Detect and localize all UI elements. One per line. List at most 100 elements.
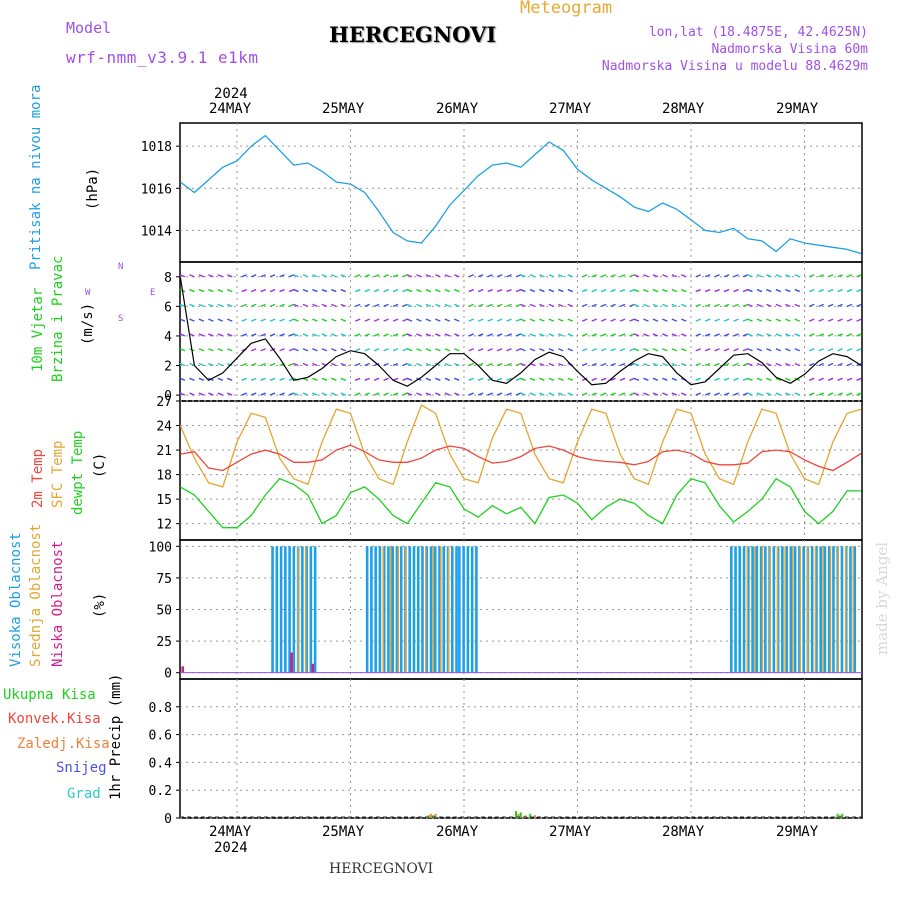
- wind-arrow: [406, 318, 413, 322]
- wind-arrow: [435, 362, 441, 367]
- wind-arrow: [591, 318, 597, 322]
- wind-arrow: [633, 303, 640, 308]
- wind-arrow: [733, 392, 739, 396]
- wind-arrow: [435, 348, 441, 352]
- wind-arrow: [714, 274, 720, 278]
- wind-arrow: [629, 348, 635, 352]
- wind-arrow: [581, 333, 588, 337]
- wind-arrow: [733, 333, 739, 337]
- wind-arrow: [856, 288, 862, 293]
- cloud-bar-mid: [447, 546, 450, 673]
- wind-arrow: [775, 392, 782, 396]
- wind-arrow: [558, 288, 564, 293]
- wind-ytick-label: 4: [164, 330, 172, 345]
- wind-arrow: [600, 333, 607, 337]
- wind-arrow: [250, 333, 257, 337]
- wind-arrow: [340, 377, 347, 381]
- wind-arrow: [846, 362, 853, 367]
- bottom-day-label-3: 27MAY: [549, 824, 592, 840]
- wind-arrow: [733, 362, 739, 367]
- precip-ytick-label: 0.6: [149, 729, 172, 744]
- wind-arrow: [293, 274, 299, 278]
- wind-arrow: [250, 318, 257, 322]
- wind-arrow: [250, 288, 257, 293]
- wind-arrow: [269, 348, 276, 352]
- cloud-bar-mid: [424, 546, 427, 673]
- wind-arrow: [487, 274, 493, 278]
- wind-arrow: [321, 392, 328, 396]
- wind-arrow: [260, 303, 266, 308]
- wind-arrow: [600, 362, 607, 367]
- wind-arrow: [260, 274, 266, 278]
- cloud-ytick-label: 0: [164, 667, 172, 682]
- wind-arrow: [293, 318, 299, 322]
- wind-arrow: [392, 303, 399, 308]
- model-name: wrf-nmm_v3.9.1 e1km: [66, 48, 259, 67]
- wind-arrow: [383, 333, 389, 337]
- wind-arrow: [591, 392, 597, 396]
- wind-arrow: [846, 348, 853, 352]
- wind-arrow: [766, 333, 772, 337]
- wind-arrow: [723, 288, 730, 293]
- wind-arrow: [406, 303, 413, 308]
- wind-arrow: [600, 288, 607, 293]
- bottom-day-label-0: 24MAY: [209, 824, 252, 840]
- wind-arrow: [189, 288, 195, 293]
- wind-arrow: [250, 348, 257, 352]
- wind-arrow: [506, 274, 512, 278]
- wind-arrow: [487, 288, 493, 293]
- wind-arrow: [619, 362, 626, 367]
- wind-arrow: [227, 288, 233, 293]
- wind-arrow: [808, 348, 815, 352]
- wind-arrow: [766, 274, 772, 278]
- cloud-bar-high: [387, 546, 390, 673]
- wind-arrow: [714, 362, 720, 367]
- wind-arrow: [714, 377, 720, 381]
- wind-arrow: [695, 377, 701, 381]
- wind-arrow: [856, 392, 862, 396]
- wind-arrow: [179, 303, 186, 308]
- wind-arrow: [468, 392, 474, 396]
- wind-arrow: [856, 274, 862, 278]
- cloud-bar-mid: [432, 546, 435, 673]
- wind-arrow: [766, 303, 772, 308]
- wind-arrow: [515, 348, 522, 352]
- wind-arrow: [610, 274, 616, 278]
- top-day-label-4: 28MAY: [662, 101, 705, 117]
- wind-arrow: [633, 333, 640, 337]
- wind-arrow: [775, 303, 782, 308]
- wind-arrow: [392, 392, 399, 396]
- wind-arrow: [402, 392, 408, 396]
- wind-arrow: [766, 348, 772, 352]
- wind-arrow: [756, 362, 763, 367]
- cloud-bar-high: [433, 546, 437, 673]
- wind-arrow: [340, 392, 347, 396]
- wind-arrow: [846, 303, 853, 308]
- wind-arrow: [733, 274, 739, 278]
- cloud-bar-mid: [405, 546, 407, 673]
- top-day-label-3: 27MAY: [549, 101, 592, 117]
- wind-arrow: [742, 274, 749, 278]
- wind-arrow: [520, 288, 526, 293]
- lonlat-info: lon,lat (18.4875E, 42.4625N): [648, 25, 868, 40]
- wind-arrow: [435, 392, 441, 396]
- wind-arrow: [373, 318, 380, 322]
- wind-arrow: [241, 377, 247, 381]
- cloud-bar-mid: [397, 546, 400, 673]
- wind-arrow: [827, 377, 834, 381]
- cloud-bar-mid: [746, 546, 749, 673]
- wind-arrow: [487, 318, 493, 322]
- wind-arrow: [279, 303, 285, 308]
- wind-arrow: [723, 318, 730, 322]
- wind-arrow: [373, 377, 380, 381]
- top-day-label-0: 24MAY: [209, 101, 252, 117]
- wind-arrow: [548, 288, 555, 293]
- cloud-bar-high: [827, 546, 831, 673]
- cloud-bar-mid: [822, 546, 824, 673]
- wind-arrow: [416, 303, 422, 308]
- wind-arrow: [331, 377, 337, 381]
- wind-arrow: [610, 362, 616, 367]
- wind-arrow: [468, 318, 474, 322]
- wind-arrow: [402, 288, 408, 293]
